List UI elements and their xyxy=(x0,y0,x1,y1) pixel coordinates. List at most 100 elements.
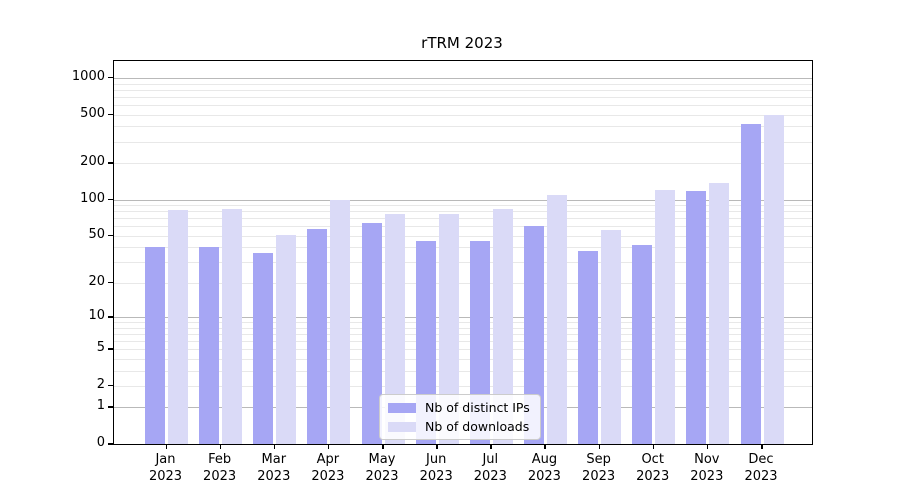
gridline-minor-20 xyxy=(114,282,812,284)
bar-downloads-oct xyxy=(655,189,676,444)
y-tick-label-2: 2 xyxy=(96,376,105,392)
gridline-minor-90 xyxy=(114,205,812,206)
legend-swatch-downloads xyxy=(388,421,416,432)
x-tick-label-nov: Nov 2023 xyxy=(690,452,724,484)
legend-label-distinct-ips: Nb of distinct IPs xyxy=(425,400,530,415)
bar-downloads-aug xyxy=(546,194,567,444)
y-tick-mark-20 xyxy=(108,281,113,284)
y-tick-mark-0 xyxy=(108,443,113,445)
gridline-minor-8 xyxy=(114,327,812,329)
gridline-minor-50 xyxy=(114,235,812,237)
plot-area: Nb of distinct IPs Nb of downloads xyxy=(113,60,813,445)
y-tick-label-1: 1 xyxy=(96,398,105,414)
y-tick-label-20: 20 xyxy=(88,273,105,289)
x-tick-mark-jan xyxy=(165,444,167,449)
y-tick-label-0: 0 xyxy=(96,435,105,450)
legend-label-downloads: Nb of downloads xyxy=(425,419,530,434)
gridline-minor-30 xyxy=(114,262,812,264)
bar-distinct-ips-jul xyxy=(469,241,490,444)
gridline-minor-7 xyxy=(114,333,812,335)
x-tick-mark-nov xyxy=(706,444,709,449)
bar-downloads-mar xyxy=(276,234,297,444)
y-tick-mark-1 xyxy=(108,406,113,408)
legend-swatch-distinct-ips xyxy=(388,402,416,413)
y-tick-label-100: 100 xyxy=(80,190,105,206)
bar-downloads-nov xyxy=(709,182,730,444)
bar-downloads-apr xyxy=(330,200,351,444)
y-tick-mark-50 xyxy=(108,234,113,237)
y-tick-mark-5 xyxy=(108,348,113,350)
y-tick-mark-500 xyxy=(108,113,113,116)
gridline-minor-70 xyxy=(114,218,812,220)
x-tick-label-mar: Mar 2023 xyxy=(257,452,291,484)
bar-downloads-may xyxy=(384,213,405,444)
bar-downloads-dec xyxy=(763,114,784,444)
bar-downloads-jul xyxy=(492,209,513,444)
gridline-minor-60 xyxy=(114,226,812,228)
x-tick-label-sep: Sep 2023 xyxy=(582,452,616,484)
bar-distinct-ips-jan xyxy=(145,247,165,444)
gridline-major-100 xyxy=(114,199,812,201)
y-tick-label-50: 50 xyxy=(88,226,105,242)
bar-downloads-jun xyxy=(438,213,459,444)
x-tick-label-jun: Jun 2023 xyxy=(419,452,453,484)
bar-distinct-ips-jun xyxy=(415,241,436,444)
x-tick-mark-sep xyxy=(598,444,601,449)
gridline-minor-500 xyxy=(114,114,812,116)
gridline-minor-800 xyxy=(114,89,812,91)
x-tick-mark-jul xyxy=(490,444,492,449)
bar-distinct-ips-aug xyxy=(523,226,544,444)
gridline-minor-400 xyxy=(114,126,812,128)
x-tick-label-dec: Dec 2023 xyxy=(744,452,778,484)
x-tick-mark-feb xyxy=(219,444,222,449)
x-tick-mark-apr xyxy=(327,444,330,449)
x-tick-mark-aug xyxy=(544,444,546,449)
bar-distinct-ips-mar xyxy=(253,252,274,444)
bar-distinct-ips-apr xyxy=(307,228,328,444)
y-tick-mark-200 xyxy=(108,162,113,164)
gridline-minor-40 xyxy=(114,247,812,249)
gridline-minor-5 xyxy=(114,349,812,351)
gridline-minor-700 xyxy=(114,96,812,98)
gridline-minor-2 xyxy=(114,385,812,387)
x-tick-mark-may xyxy=(382,444,384,449)
x-tick-label-oct: Oct 2023 xyxy=(636,452,670,484)
y-tick-label-10: 10 xyxy=(88,308,105,323)
legend: Nb of distinct IPs Nb of downloads xyxy=(379,394,541,440)
gridline-minor-4 xyxy=(114,358,812,360)
gridline-minor-9 xyxy=(114,322,812,323)
legend-row-distinct-ips: Nb of distinct IPs xyxy=(388,400,530,415)
gridline-major-10 xyxy=(114,317,812,318)
x-tick-label-aug: Aug 2023 xyxy=(527,452,561,484)
y-tick-label-1000: 1000 xyxy=(71,68,105,84)
gridline-minor-900 xyxy=(114,83,812,85)
x-tick-label-jul: Jul 2023 xyxy=(473,452,507,484)
gridline-minor-300 xyxy=(114,141,812,143)
x-tick-label-may: May 2023 xyxy=(365,452,399,484)
y-tick-label-5: 5 xyxy=(96,340,105,356)
bar-downloads-jan xyxy=(168,209,188,444)
gridline-minor-6 xyxy=(114,340,812,342)
bar-downloads-sep xyxy=(601,229,622,444)
x-tick-mark-jun xyxy=(436,444,438,449)
y-tick-mark-10 xyxy=(108,316,113,318)
y-tick-label-500: 500 xyxy=(80,105,105,121)
y-tick-label-200: 200 xyxy=(80,154,105,169)
y-tick-mark-1000 xyxy=(108,76,113,79)
gridline-minor-80 xyxy=(114,211,812,213)
x-tick-mark-mar xyxy=(273,444,276,449)
bar-distinct-ips-may xyxy=(361,222,382,444)
bar-distinct-ips-sep xyxy=(578,251,599,444)
bar-downloads-feb xyxy=(222,208,243,444)
gridline-major-1000 xyxy=(114,77,812,79)
x-tick-label-apr: Apr 2023 xyxy=(311,452,345,484)
bar-distinct-ips-feb xyxy=(199,247,220,444)
chart-title: rTRM 2023 xyxy=(421,34,503,52)
x-tick-label-jan: Jan 2023 xyxy=(148,452,183,484)
bar-distinct-ips-nov xyxy=(686,191,707,444)
x-tick-mark-dec xyxy=(761,444,763,449)
gridline-minor-3 xyxy=(114,370,812,372)
x-tick-label-feb: Feb 2023 xyxy=(203,452,237,484)
y-tick-mark-100 xyxy=(108,198,113,200)
